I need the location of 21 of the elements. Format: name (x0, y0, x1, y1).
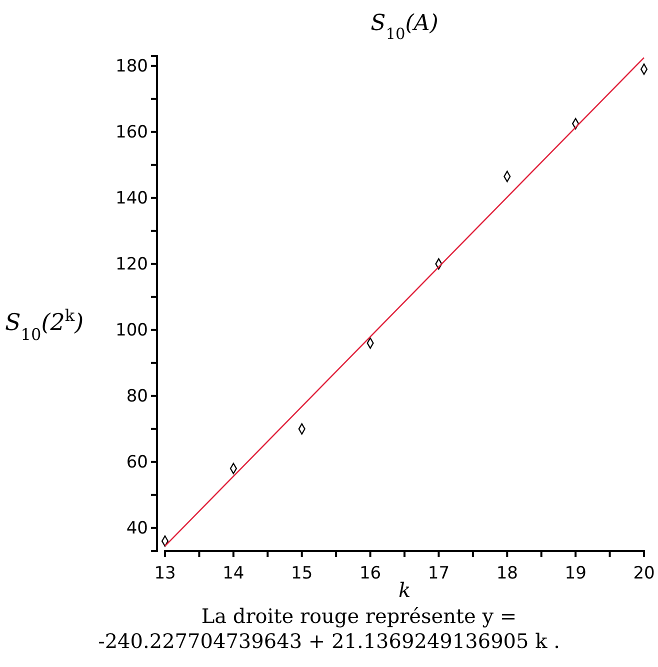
x-tick-label: 20 (633, 564, 655, 584)
text: -240.227704739643 + 21.1369249136905 k . (98, 629, 560, 653)
y-tick-label: 120 (116, 254, 148, 274)
x-tick-label: 14 (222, 564, 244, 584)
y-axis-title: S$_{10}$(2$^{k}$) (5, 306, 84, 344)
y-tick-label: 100 (116, 320, 148, 340)
y-tick-label: 40 (126, 518, 148, 538)
chart-title: S$_{10}$(A) (370, 11, 438, 43)
y-tick-label: 160 (116, 122, 148, 142)
y-tick-label: 80 (126, 386, 148, 406)
x-tick-label: 17 (428, 564, 450, 584)
x-axis-title: k (398, 578, 411, 602)
x-tick-label: 19 (564, 564, 586, 584)
x-tick-label: 13 (154, 564, 176, 584)
x-tick-label: 16 (359, 564, 382, 584)
text: La droite rouge représente y = (201, 604, 517, 628)
y-tick-label: 60 (126, 452, 148, 472)
x-tick-label: 15 (291, 564, 313, 584)
y-tick-label: 180 (116, 56, 148, 76)
y-tick-label: 140 (116, 188, 148, 208)
x-tick-label: 18 (496, 564, 518, 584)
